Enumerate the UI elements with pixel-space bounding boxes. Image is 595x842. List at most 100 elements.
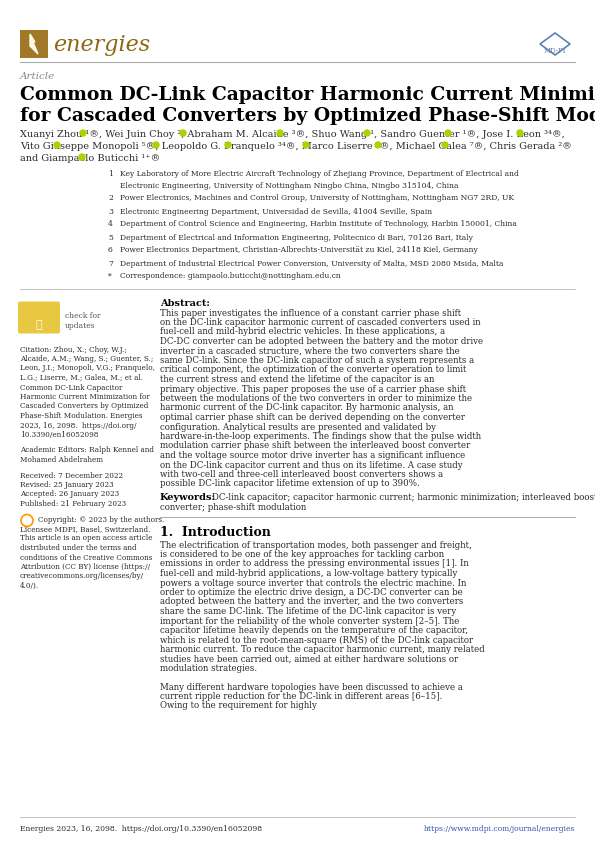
Text: Department of Electrical and Information Engineering, Politecnico di Bari, 70126: Department of Electrical and Information… — [120, 233, 473, 242]
Circle shape — [79, 154, 85, 160]
Text: 1: 1 — [108, 170, 113, 178]
Text: Common DC-Link Capacitor: Common DC-Link Capacitor — [20, 383, 123, 392]
Circle shape — [80, 130, 86, 136]
Text: DC-link capacitor; capacitor harmonic current; harmonic minimization; interleave: DC-link capacitor; capacitor harmonic cu… — [212, 493, 595, 502]
Text: Phase-Shift Modulation. Energies: Phase-Shift Modulation. Energies — [20, 412, 142, 420]
Text: 2: 2 — [108, 195, 113, 202]
Text: order to optimize the electric drive design, a DC-DC converter can be: order to optimize the electric drive des… — [160, 588, 463, 597]
Text: Electronic Engineering Department, Universidad de Sevilla, 41004 Seville, Spain: Electronic Engineering Department, Unive… — [120, 207, 432, 216]
Text: Common DC-Link Capacitor Harmonic Current Minimization: Common DC-Link Capacitor Harmonic Curren… — [20, 86, 595, 104]
Text: Citation: Zhou, X.; Choy, W.J.;: Citation: Zhou, X.; Choy, W.J.; — [20, 345, 127, 354]
Text: configuration. Analytical results are presented and validated by: configuration. Analytical results are pr… — [160, 423, 436, 431]
Text: 1.  Introduction: 1. Introduction — [160, 526, 271, 540]
Text: 10.3390/en16052098: 10.3390/en16052098 — [20, 431, 98, 439]
Circle shape — [277, 130, 283, 136]
Text: Published: 21 February 2023: Published: 21 February 2023 — [20, 500, 126, 508]
Text: same DC-link. Since the DC-link capacitor of such a system represents a: same DC-link. Since the DC-link capacito… — [160, 356, 474, 365]
FancyBboxPatch shape — [18, 301, 60, 333]
Text: Copyright: © 2023 by the authors.: Copyright: © 2023 by the authors. — [38, 515, 164, 524]
Text: Harmonic Current Minimization for: Harmonic Current Minimization for — [20, 393, 150, 401]
Text: 5: 5 — [108, 233, 113, 242]
Text: Keywords:: Keywords: — [160, 493, 216, 502]
Text: modulation carrier phase shift between the interleaved boost converter: modulation carrier phase shift between t… — [160, 441, 470, 450]
Text: This article is an open access article: This article is an open access article — [20, 535, 152, 542]
Text: L.G.; Liserre, M.; Galea, M.; et al.: L.G.; Liserre, M.; Galea, M.; et al. — [20, 374, 143, 382]
Text: Abstract:: Abstract: — [160, 299, 210, 307]
Text: Accepted: 26 January 2023: Accepted: 26 January 2023 — [20, 491, 119, 498]
Text: the current stress and extend the lifetime of the capacitor is an: the current stress and extend the lifeti… — [160, 375, 434, 384]
Text: Article: Article — [20, 72, 55, 81]
Text: on the DC-link capacitor current and thus on its lifetime. A case study: on the DC-link capacitor current and thu… — [160, 461, 463, 470]
Text: powers a voltage source inverter that controls the electric machine. In: powers a voltage source inverter that co… — [160, 578, 466, 588]
Text: Energies 2023, 16, 2098.  https://doi.org/10.3390/en16052098: Energies 2023, 16, 2098. https://doi.org… — [20, 825, 262, 833]
Text: with two-cell and three-cell interleaved boost converters shows a: with two-cell and three-cell interleaved… — [160, 470, 443, 479]
Text: Leon, J.I.; Monopoli, V.G.; Franquelo,: Leon, J.I.; Monopoli, V.G.; Franquelo, — [20, 365, 155, 372]
Text: Many different hardware topologies have been discussed to achieve a: Many different hardware topologies have … — [160, 683, 463, 691]
Circle shape — [364, 130, 370, 136]
Text: Department of Control Science and Engineering, Harbin Institute of Technology, H: Department of Control Science and Engine… — [120, 221, 517, 228]
Circle shape — [375, 142, 381, 148]
Text: cc: cc — [24, 524, 30, 529]
Text: Revised: 25 January 2023: Revised: 25 January 2023 — [20, 481, 114, 489]
Text: 4.0/).: 4.0/). — [20, 582, 39, 590]
Text: possible DC-link capacitor lifetime extension of up to 390%.: possible DC-link capacitor lifetime exte… — [160, 479, 419, 488]
Circle shape — [54, 142, 60, 148]
Text: optimal carrier phase shift can be derived depending on the converter: optimal carrier phase shift can be deriv… — [160, 413, 465, 422]
Text: primary objective. This paper proposes the use of a carrier phase shift: primary objective. This paper proposes t… — [160, 385, 466, 393]
Text: between the modulations of the two converters in order to minimize the: between the modulations of the two conve… — [160, 394, 472, 403]
Text: on the DC-link capacitor harmonic current of cascaded converters used in: on the DC-link capacitor harmonic curren… — [160, 318, 481, 327]
Text: https://www.mdpi.com/journal/energies: https://www.mdpi.com/journal/energies — [424, 825, 575, 833]
Circle shape — [303, 142, 309, 148]
Text: capacitor lifetime heavily depends on the temperature of the capacitor,: capacitor lifetime heavily depends on th… — [160, 626, 468, 635]
Text: 7: 7 — [108, 259, 113, 268]
Text: This paper investigates the influence of a constant carrier phase shift: This paper investigates the influence of… — [160, 308, 461, 317]
Text: inverter in a cascaded structure, where the two converters share the: inverter in a cascaded structure, where … — [160, 347, 460, 355]
Text: harmonic current. To reduce the capacitor harmonic current, many related: harmonic current. To reduce the capacito… — [160, 645, 485, 654]
Text: hardware-in-the-loop experiments. The findings show that the pulse width: hardware-in-the-loop experiments. The fi… — [160, 432, 481, 441]
Circle shape — [225, 142, 231, 148]
Text: Academic Editors: Ralph Kennel and: Academic Editors: Ralph Kennel and — [20, 446, 154, 455]
Circle shape — [442, 142, 448, 148]
Text: fuel-cell and mild-hybrid electric vehicles. In these applications, a: fuel-cell and mild-hybrid electric vehic… — [160, 328, 445, 337]
Text: Vito Giuseppe Monopoli ⁵®, Leopoldo G. Franquelo ³⁴®, Marco Liserre ⁶®, Michael : Vito Giuseppe Monopoli ⁵®, Leopoldo G. F… — [20, 142, 572, 151]
Text: modulation strategies.: modulation strategies. — [160, 664, 257, 673]
Text: 3: 3 — [108, 207, 113, 216]
Text: *: * — [108, 273, 112, 280]
Text: critical component, the optimization of the converter operation to limit: critical component, the optimization of … — [160, 365, 466, 375]
Text: energies: energies — [53, 34, 150, 56]
Text: Key Laboratory of More Electric Aircraft Technology of Zhejiang Province, Depart: Key Laboratory of More Electric Aircraft… — [120, 170, 519, 178]
Polygon shape — [30, 34, 38, 54]
Text: current ripple reduction for the DC-link in different areas [6–15].: current ripple reduction for the DC-link… — [160, 692, 442, 701]
Text: important for the reliability of the whole converter system [2–5]. The: important for the reliability of the who… — [160, 616, 459, 626]
Text: 6: 6 — [108, 247, 113, 254]
Text: conditions of the Creative Commons: conditions of the Creative Commons — [20, 553, 152, 562]
Text: MD-PI: MD-PI — [544, 47, 566, 55]
Text: Mohamed Abdelrahem: Mohamed Abdelrahem — [20, 456, 103, 464]
Circle shape — [180, 130, 186, 136]
Text: 4: 4 — [108, 221, 113, 228]
Text: converter; phase-shift modulation: converter; phase-shift modulation — [160, 503, 306, 511]
Text: Owing to the requirement for highly: Owing to the requirement for highly — [160, 701, 317, 711]
Text: emissions in order to address the pressing environmental issues [1]. In: emissions in order to address the pressi… — [160, 559, 469, 568]
Text: for Cascaded Converters by Optimized Phase-Shift Modulation: for Cascaded Converters by Optimized Pha… — [20, 107, 595, 125]
Text: Power Electronics Department, Christian-Albrechts-Universität zu Kiel, 24118 Kie: Power Electronics Department, Christian-… — [120, 247, 478, 254]
Text: Received: 7 December 2022: Received: 7 December 2022 — [20, 472, 123, 479]
Text: adopted between the battery and the inverter, and the two converters: adopted between the battery and the inve… — [160, 598, 464, 606]
Text: fuel-cell and mild-hybrid applications, a low-voltage battery typically: fuel-cell and mild-hybrid applications, … — [160, 569, 458, 578]
Text: Cascaded Converters by Optimized: Cascaded Converters by Optimized — [20, 402, 148, 411]
Text: Power Electronics, Machines and Control Group, University of Nottingham, Notting: Power Electronics, Machines and Control … — [120, 195, 514, 202]
Text: harmonic current of the DC-link capacitor. By harmonic analysis, an: harmonic current of the DC-link capacito… — [160, 403, 453, 413]
Circle shape — [517, 130, 523, 136]
Text: and Giampaolo Buticchi ¹⁺®: and Giampaolo Buticchi ¹⁺® — [20, 154, 160, 163]
Text: Alcaide, A.M.; Wang, S.; Guenter, S.;: Alcaide, A.M.; Wang, S.; Guenter, S.; — [20, 355, 154, 363]
Text: Licensee MDPI, Basel, Switzerland.: Licensee MDPI, Basel, Switzerland. — [20, 525, 151, 533]
Text: Xuanyi Zhou ¹®, Wei Juin Choy ², Abraham M. Alcaide ³®, Shuo Wang ¹, Sandro Guen: Xuanyi Zhou ¹®, Wei Juin Choy ², Abraham… — [20, 130, 565, 139]
Text: which is related to the root-mean-square (RMS) of the DC-link capacitor: which is related to the root-mean-square… — [160, 636, 473, 645]
FancyBboxPatch shape — [20, 30, 48, 58]
Text: distributed under the terms and: distributed under the terms and — [20, 544, 137, 552]
Circle shape — [153, 142, 159, 148]
Text: Attribution (CC BY) license (https://: Attribution (CC BY) license (https:// — [20, 563, 150, 571]
Text: Correspondence: giampaolo.buticchi@nottingham.edu.cn: Correspondence: giampaolo.buticchi@notti… — [120, 273, 341, 280]
Text: 2023, 16, 2098.  https://doi.org/: 2023, 16, 2098. https://doi.org/ — [20, 422, 136, 429]
Text: share the same DC-link. The lifetime of the DC-link capacitor is very: share the same DC-link. The lifetime of … — [160, 607, 456, 616]
